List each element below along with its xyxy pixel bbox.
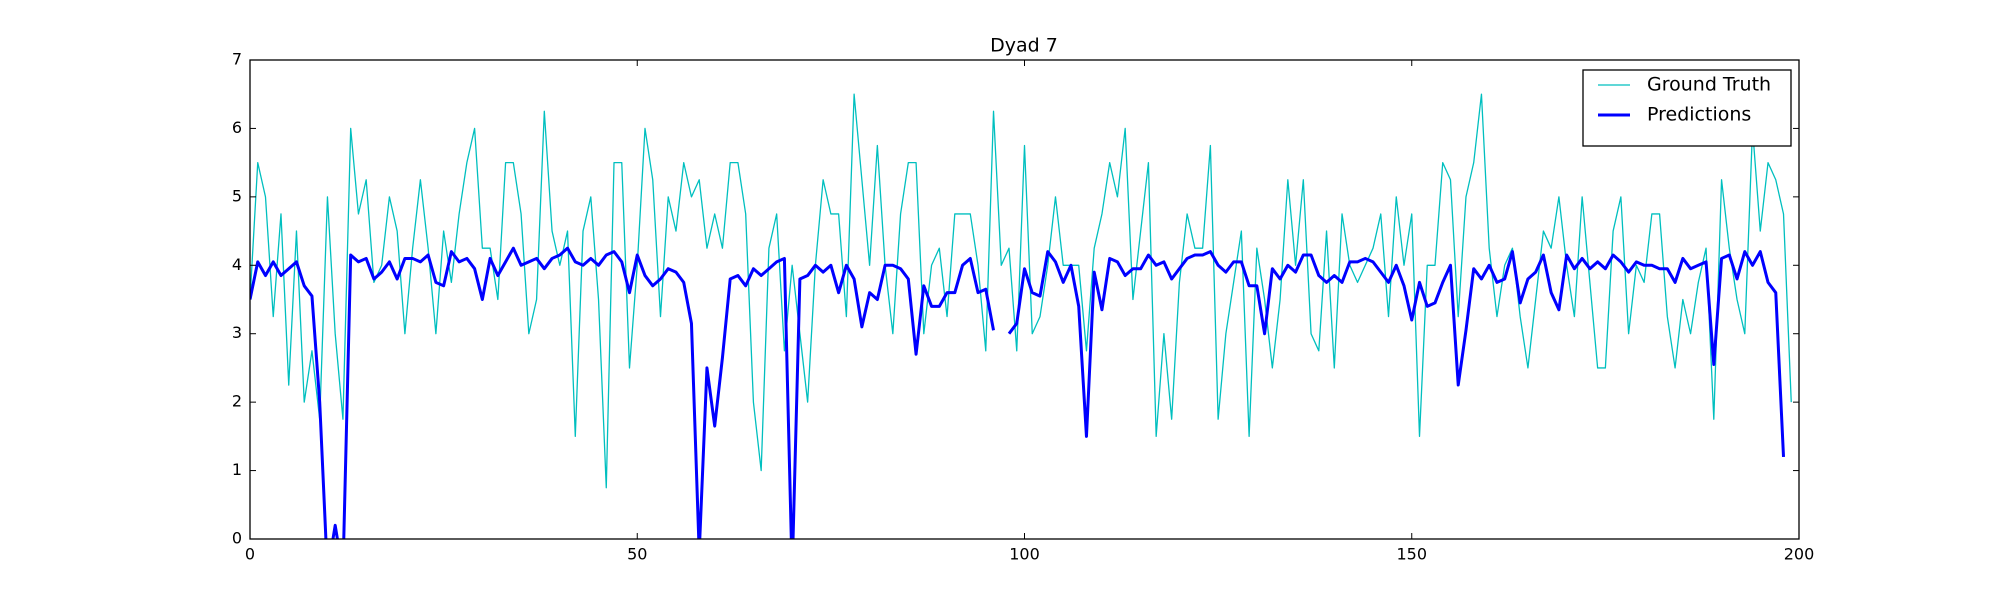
plot-area — [250, 60, 1799, 539]
legend-label: Ground Truth — [1647, 74, 1771, 96]
y-tick-label: 2 — [232, 392, 242, 411]
legend-label: Predictions — [1647, 104, 1751, 126]
x-tick-label: 150 — [1396, 545, 1427, 564]
legend-box — [1582, 69, 1792, 147]
y-tick-label: 0 — [232, 529, 242, 548]
y-tick-label: 7 — [232, 50, 242, 69]
y-tick-label: 6 — [232, 118, 242, 137]
y-tick-label: 3 — [232, 323, 242, 342]
chart-title: Dyad 7 — [990, 35, 1058, 57]
plot-lines — [250, 93, 1792, 539]
x-tick-label: 200 — [1784, 545, 1815, 564]
y-tick-label: 4 — [232, 255, 242, 274]
series-line — [250, 246, 1786, 539]
x-tick-label: 50 — [627, 545, 647, 564]
y-tick-label: 5 — [232, 186, 242, 205]
x-tick-label: 0 — [245, 545, 255, 564]
y-tick-label: 1 — [232, 460, 242, 479]
x-tick-label: 100 — [1009, 545, 1040, 564]
legend: Ground Truth Predictions — [1582, 69, 1792, 147]
series-line — [250, 93, 1792, 489]
